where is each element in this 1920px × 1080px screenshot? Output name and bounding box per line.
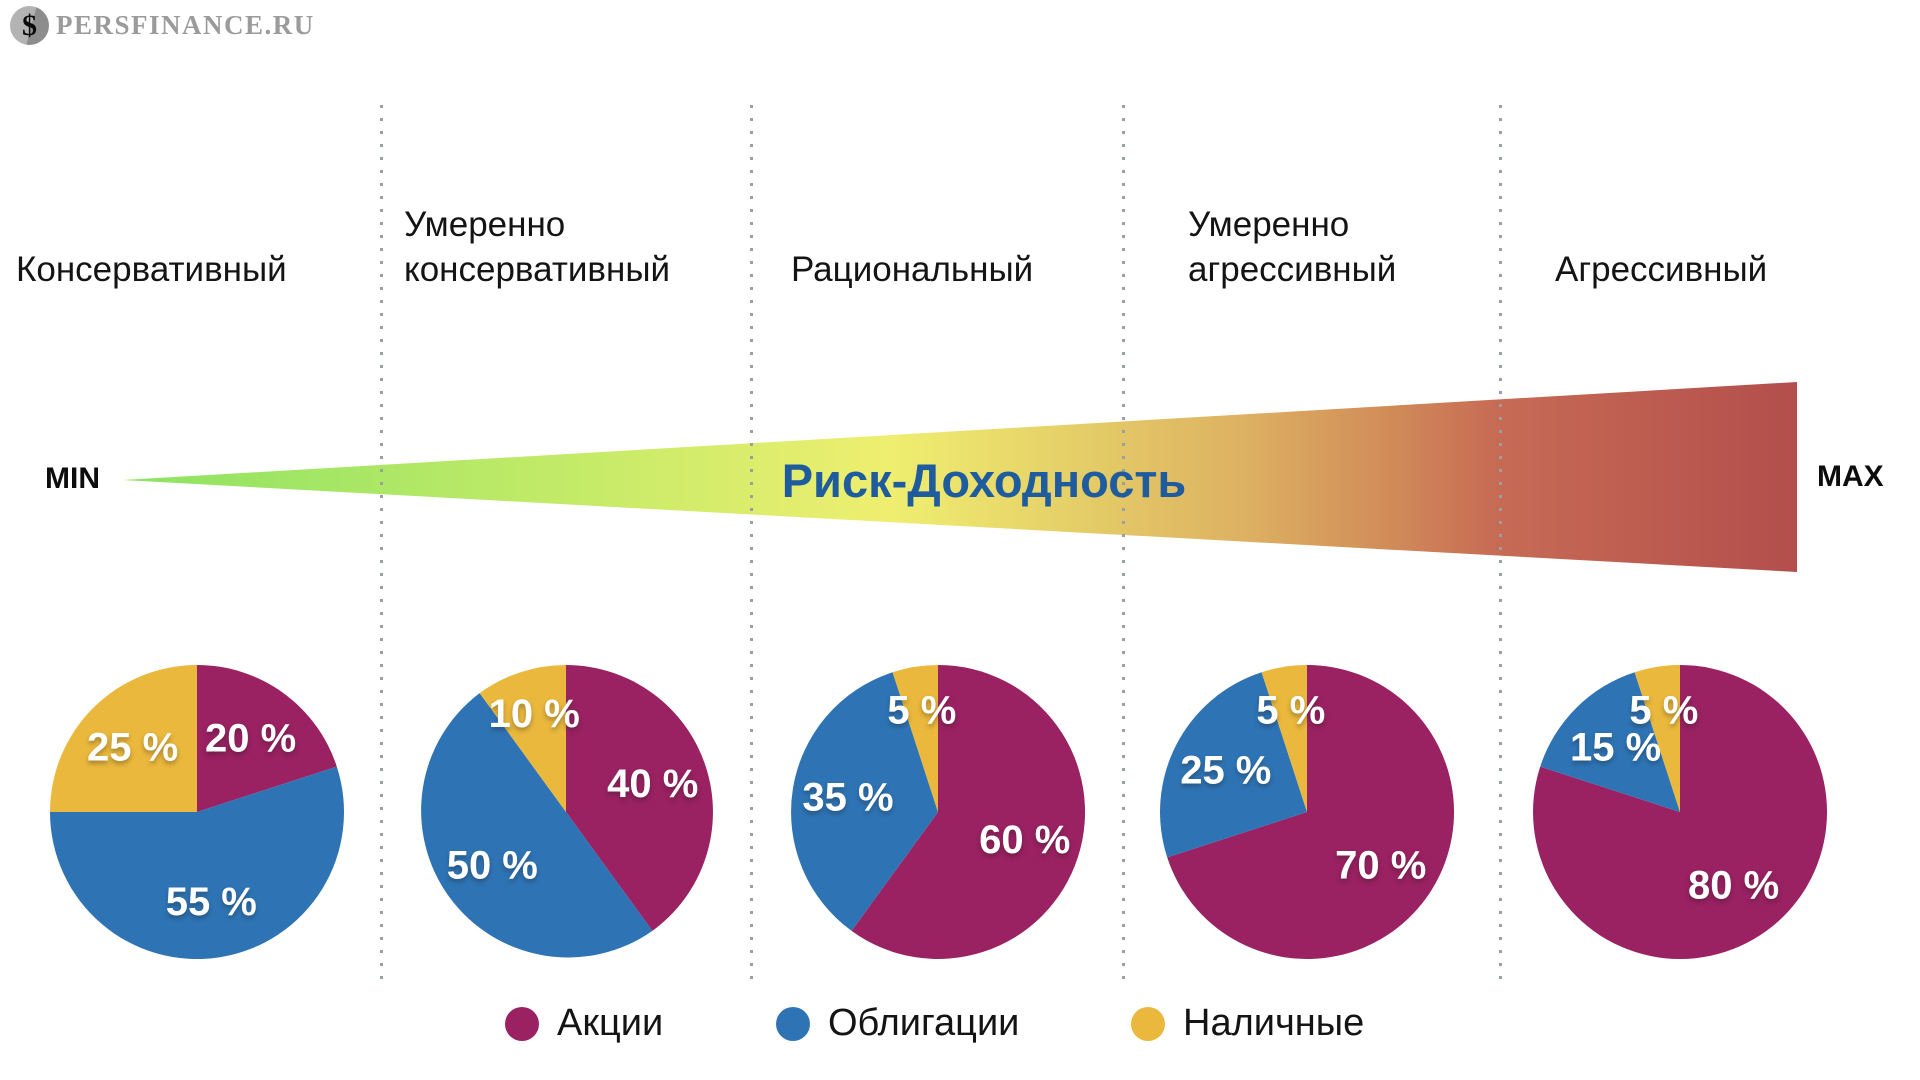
column-divider-4 [1499,105,1502,987]
pie-1-label-stocks: 20 % [205,716,296,760]
legend-item-bonds: Облигации [776,1002,1019,1045]
pie-4-label-cash: 5 % [1256,688,1325,732]
logo-brand-text: PERSFINANCE.RU [56,10,315,40]
pie-5-label-cash: 5 % [1629,688,1698,732]
legend-dot-bonds [776,1006,810,1041]
pie-1-label-cash: 25 % [87,726,178,770]
profile-header-1: Консервативный [16,250,287,289]
pie-3-slice-stocks [851,665,1086,960]
pie-1-slice-stocks [197,665,337,812]
risk-wedge-shape [123,382,1797,572]
pie-3-label-stocks: 60 % [979,818,1070,862]
column-divider-1 [380,105,383,987]
pie-3-label-cash: 5 % [887,688,956,732]
risk-max-label: MAX [1817,460,1884,493]
pie-5-slice-stocks [1533,665,1828,959]
pie-2-slice-bonds [421,693,653,958]
legend-label-cash: Наличные [1183,1002,1365,1044]
pie-5-label-stocks: 80 % [1688,864,1779,908]
pie-2-label-cash: 10 % [489,692,580,736]
profile-header-4: Умеренно агрессивный [1188,205,1397,289]
legend-dot-stocks [505,1006,539,1041]
legend-dot-cash [1131,1006,1165,1041]
profile-header-5: Агрессивный [1555,250,1768,289]
pie-5-label-bonds: 15 % [1570,726,1661,770]
pie-3-slice-bonds [791,672,938,931]
pie-5-slice-bonds [1540,672,1680,812]
legend-item-cash: Наличные [1131,1002,1364,1045]
pie-2-label-bonds: 50 % [447,844,538,888]
logo: $ PERSFINANCE.RU [10,6,315,45]
profile-header-3: Рациональный [791,250,1034,289]
column-divider-2 [750,105,753,987]
dollar-icon: $ [10,6,49,45]
pie-4-slice-stocks [1167,665,1455,959]
legend-label-stocks: Акции [557,1002,664,1044]
pie-5-slice-cash [1634,665,1680,812]
pie-2-label-stocks: 40 % [607,762,698,806]
pie-3-slice-cash [892,665,938,812]
risk-min-label: MIN [45,462,100,495]
pie-4-label-stocks: 70 % [1335,844,1426,888]
pie-4-slice-cash [1261,665,1307,812]
dollar-glyph: $ [22,8,37,42]
legend-item-stocks: Акции [505,1002,663,1045]
pie-2-slice-cash [479,665,566,812]
pie-2-slice-stocks [566,665,713,931]
legend-label-bonds: Облигации [828,1002,1020,1044]
pie-3-label-bonds: 35 % [802,776,893,820]
pie-1-slice-bonds [49,766,344,960]
pie-1-label-bonds: 55 % [166,880,257,924]
pie-1-slice-cash [50,665,197,812]
risk-axis-title: Риск-Доходность [781,454,1187,507]
pie-4-slice-bonds [1160,672,1307,858]
pie-4-label-bonds: 25 % [1180,749,1271,793]
column-divider-3 [1122,105,1125,987]
profile-header-2: Умеренно консервативный [404,205,671,289]
